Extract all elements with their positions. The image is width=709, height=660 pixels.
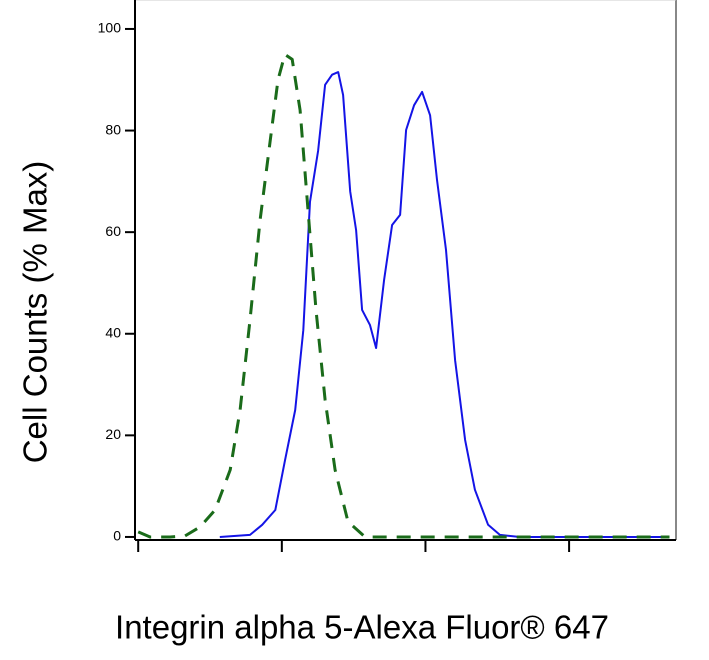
y-tick-label: 40 [105, 324, 121, 340]
x-axis-label: Integrin alpha 5-Alexa Fluor® 647 [115, 609, 609, 646]
histogram-line [219, 71, 670, 538]
y-tick-label: 80 [105, 121, 121, 137]
histogram-line [137, 52, 670, 539]
y-axis-label: Cell Counts (% Max) [17, 161, 54, 464]
y-tick-label: 0 [113, 528, 121, 544]
y-tick-label: 20 [105, 426, 121, 442]
y-tick-label: 100 [98, 20, 122, 36]
y-tick-label: 60 [105, 223, 121, 239]
